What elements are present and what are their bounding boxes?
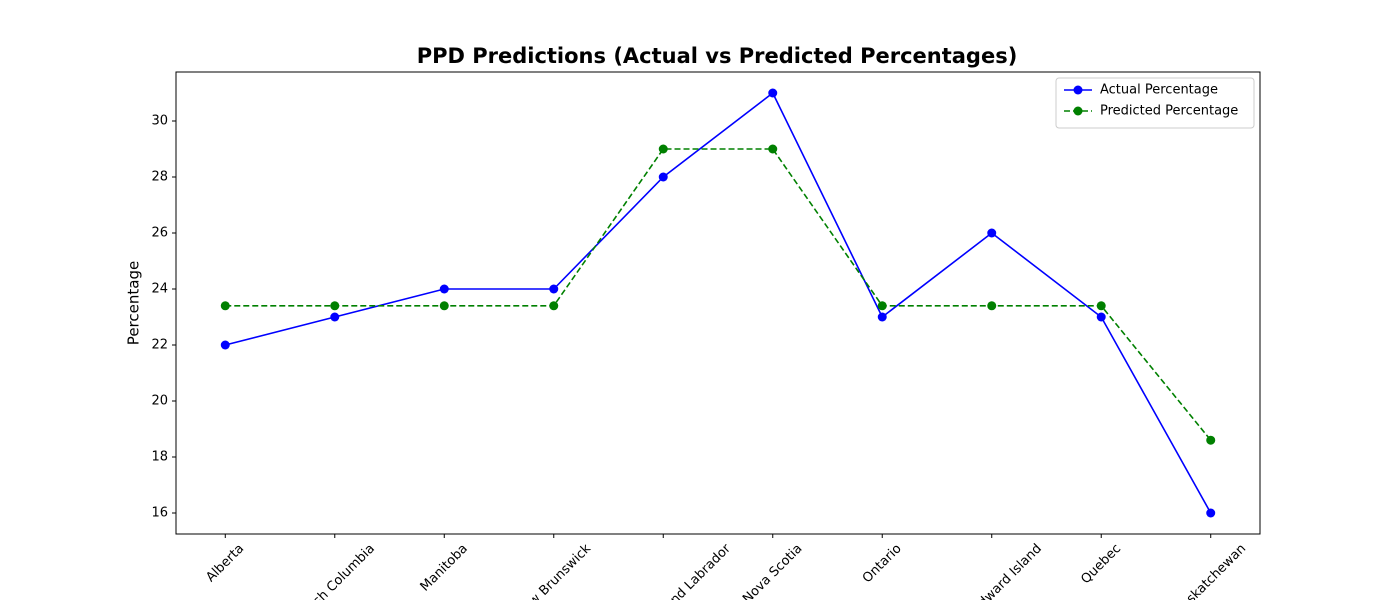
y-tick-label: 30 — [151, 114, 168, 129]
legend: Actual Percentage Predicted Percentage — [1055, 77, 1255, 129]
series-line — [225, 148, 1212, 441]
point — [439, 301, 449, 311]
point — [658, 144, 668, 154]
x-tick-label: Prince Edward Island — [939, 541, 1045, 600]
point — [330, 312, 340, 322]
chart-title: PPD Predictions (Actual vs Predicted Per… — [417, 44, 1018, 68]
point — [877, 312, 887, 322]
point — [549, 301, 559, 311]
legend-marker — [1073, 106, 1083, 116]
x-tick-label: Alberta — [203, 541, 247, 585]
y-tick-label: 28 — [151, 170, 168, 185]
x-tick-label: British Columbia — [292, 541, 378, 600]
point — [330, 301, 340, 311]
point — [987, 228, 997, 238]
point — [877, 301, 887, 311]
point — [768, 88, 778, 98]
point — [768, 144, 778, 154]
legend-label: Actual Percentage — [1100, 83, 1218, 98]
point — [220, 301, 230, 311]
x-tick-label: Quebec — [1078, 541, 1124, 587]
point — [987, 301, 997, 311]
legend-label: Predicted Percentage — [1100, 104, 1238, 119]
point — [549, 284, 559, 294]
x-tick-label: Newfoundland and Labrador — [593, 541, 735, 600]
series-line — [225, 91, 1212, 514]
point — [439, 284, 449, 294]
x-tick-label: Ontario — [860, 541, 905, 586]
y-tick-label: 20 — [151, 394, 168, 409]
point — [658, 172, 668, 182]
x-tick-label: New Brunswick — [513, 541, 594, 600]
legend-marker — [1073, 85, 1083, 95]
legend-box — [1055, 77, 1255, 129]
x-tick-label: Nova Scotia — [740, 541, 805, 600]
y-tick-label: 26 — [151, 226, 168, 241]
y-tick-label: 22 — [151, 338, 168, 353]
plot-frame — [175, 71, 1261, 535]
point — [1096, 312, 1106, 322]
point — [1096, 301, 1106, 311]
y-tick-label: 16 — [151, 506, 168, 521]
y-tick-label: 18 — [151, 450, 168, 465]
point — [1206, 508, 1216, 518]
y-axis-label: Percentage — [125, 261, 143, 345]
point — [1206, 435, 1216, 445]
x-tick-label: Manitoba — [418, 541, 471, 594]
point — [220, 340, 230, 350]
y-tick-label: 24 — [151, 282, 168, 297]
x-tick-label: Saskatchewan — [1172, 541, 1249, 600]
